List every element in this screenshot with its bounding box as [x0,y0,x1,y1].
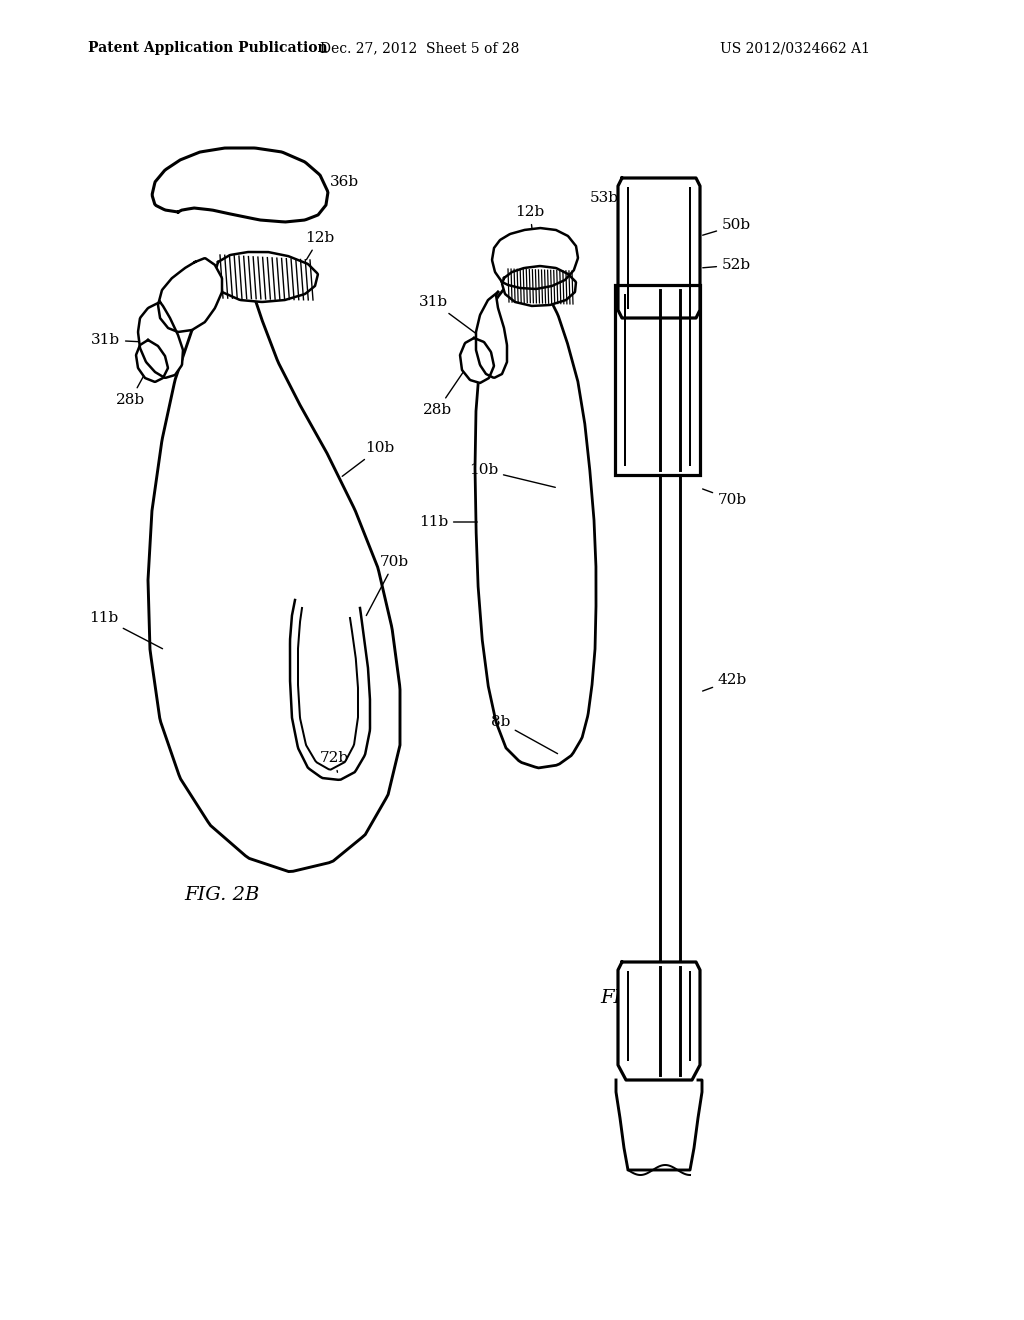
Text: 11b: 11b [419,515,477,529]
Text: 28b: 28b [423,371,465,417]
Text: 70b: 70b [367,554,410,615]
Polygon shape [475,276,596,768]
Text: 10b: 10b [469,463,555,487]
Text: 70b: 70b [702,488,748,507]
Text: 53b: 53b [590,191,655,205]
Text: Dec. 27, 2012  Sheet 5 of 28: Dec. 27, 2012 Sheet 5 of 28 [321,41,520,55]
Polygon shape [213,252,317,302]
Text: 10b: 10b [342,441,394,477]
Polygon shape [460,338,494,383]
Polygon shape [476,292,507,378]
Text: 11b: 11b [89,611,163,648]
Polygon shape [158,259,222,331]
Text: 12b: 12b [305,231,334,260]
Text: 36b: 36b [301,176,359,190]
Text: 72b: 72b [319,751,349,772]
Text: Patent Application Publication: Patent Application Publication [88,41,328,55]
Text: 31b: 31b [419,294,476,334]
Bar [615,285,700,475]
Polygon shape [618,962,700,1080]
Text: 42b: 42b [702,673,748,692]
Text: 31b: 31b [91,333,142,347]
Text: US 2012/0324662 A1: US 2012/0324662 A1 [720,41,870,55]
Text: FIG. 2A: FIG. 2A [600,989,676,1007]
Polygon shape [493,228,578,289]
Polygon shape [616,1080,702,1170]
Text: FIG. 2B: FIG. 2B [184,886,260,904]
Polygon shape [502,267,575,306]
Text: 28b: 28b [116,371,146,407]
Text: 12b: 12b [515,205,545,267]
Polygon shape [290,601,370,780]
Polygon shape [618,178,700,318]
Polygon shape [153,148,328,222]
Polygon shape [138,302,183,378]
Polygon shape [136,341,168,381]
Text: 50b: 50b [702,218,752,235]
Polygon shape [148,268,400,871]
Text: 52b: 52b [702,257,752,272]
Text: 8b: 8b [490,715,558,754]
